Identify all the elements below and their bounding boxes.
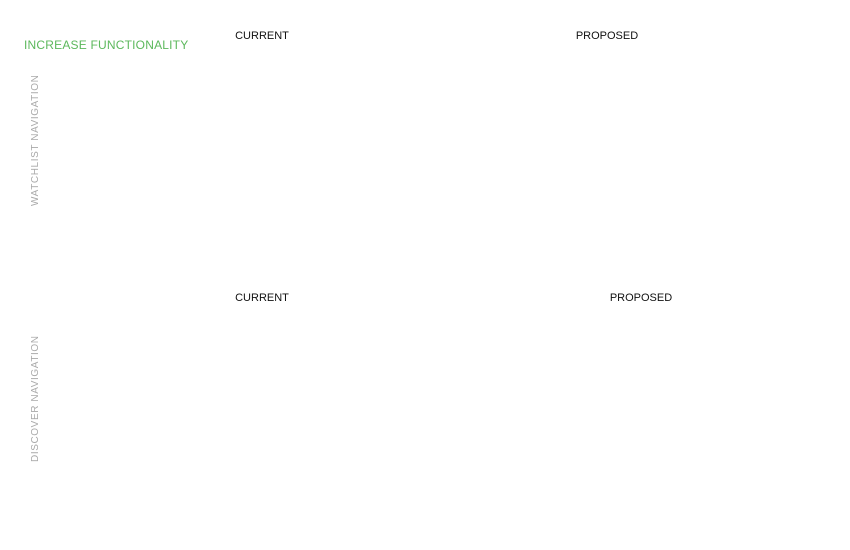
watchlist-current-label: CURRENT — [235, 30, 289, 42]
discover-current-label: CURRENT — [235, 292, 289, 304]
watchlist-proposed-label: PROPOSED — [575, 30, 639, 42]
discover-proposed-label: PROPOSED — [609, 292, 673, 304]
row-label-discover: DISCOVER NAVIGATION — [30, 335, 41, 462]
row-label-watchlist: WATCHLIST NAVIGATION — [30, 74, 41, 206]
headline: INCREASE FUNCTIONALITY — [24, 38, 189, 52]
